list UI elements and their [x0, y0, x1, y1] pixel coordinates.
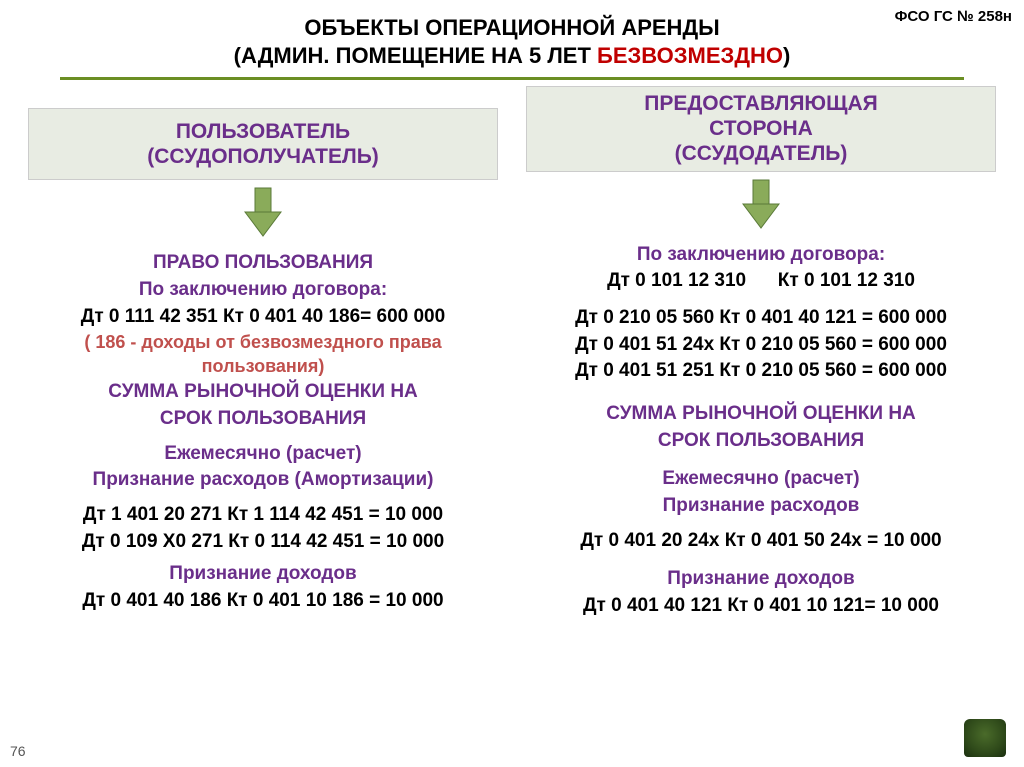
left-sub-contract: По заключению договора: [28, 278, 498, 303]
divider-line [60, 77, 964, 80]
right-recog-exp: Признание расходов [526, 494, 996, 519]
slide-title: ОБЪЕКТЫ ОПЕРАЦИОННОЙ АРЕНДЫ (АДМИН. ПОМЕ… [0, 0, 1024, 69]
right-monthly: Ежемесячно (расчет) [526, 467, 996, 492]
right-entry6: Дт 0 401 40 121 Кт 0 401 10 121= 10 000 [526, 594, 996, 619]
crest-logo [964, 719, 1006, 757]
right-entry3: Дт 0 401 51 24х Кт 0 210 05 560 = 600 00… [526, 333, 996, 358]
left-header-l1: ПОЛЬЗОВАТЕЛЬ [37, 119, 489, 144]
left-note186: ( 186 - доходы от безвозмездного права п… [28, 331, 498, 378]
left-arrow [28, 186, 498, 243]
left-market-l1: СУММА РЫНОЧНОЙ ОЦЕНКИ НА [28, 380, 498, 405]
title-line2-red: БЕЗВОЗМЕЗДНО [597, 43, 783, 68]
title-line1: ОБЪЕКТЫ ОПЕРАЦИОННОЙ АРЕНДЫ [0, 14, 1024, 42]
right-recog-inc: Признание доходов [526, 567, 996, 592]
right-market-l2: СРОК ПОЛЬЗОВАНИЯ [526, 429, 996, 454]
left-right-use: ПРАВО ПОЛЬЗОВАНИЯ [28, 251, 498, 276]
right-header-l3: (ССУДОДАТЕЛЬ) [535, 141, 987, 166]
left-recog-inc: Признание доходов [28, 562, 498, 587]
left-entry4: Дт 0 401 40 186 Кт 0 401 10 186 = 10 000 [28, 589, 498, 614]
title-line2c: ) [783, 43, 790, 68]
left-entry3: Дт 0 109 Х0 271 Кт 0 114 42 451 = 10 000 [28, 530, 498, 555]
left-column: ПОЛЬЗОВАТЕЛЬ (ССУДОПОЛУЧАТЕЛЬ) ПРАВО ПОЛ… [28, 86, 498, 621]
right-arrow [526, 178, 996, 235]
arrow-down-icon [240, 186, 286, 238]
left-content: ПРАВО ПОЛЬЗОВАНИЯ По заключению договора… [28, 251, 498, 613]
two-columns: ПОЛЬЗОВАТЕЛЬ (ССУДОПОЛУЧАТЕЛЬ) ПРАВО ПОЛ… [0, 86, 1024, 621]
left-entry1: Дт 0 111 42 351 Кт 0 401 40 186= 600 000 [28, 305, 498, 330]
left-recog-exp: Признание расходов (Амортизации) [28, 468, 498, 493]
right-content: По заключению договора: Дт 0 101 12 310 … [526, 243, 996, 619]
title-line2: (АДМИН. ПОМЕЩЕНИЕ НА 5 ЛЕТ БЕЗВОЗМЕЗДНО) [0, 42, 1024, 70]
left-header-l2: (ССУДОПОЛУЧАТЕЛЬ) [37, 144, 489, 169]
left-market-l2: СРОК ПОЛЬЗОВАНИЯ [28, 407, 498, 432]
header-reference: ФСО ГС № 258н [895, 8, 1012, 25]
right-entry1: Дт 0 101 12 310 Кт 0 101 12 310 [526, 269, 996, 294]
right-sub-contract: По заключению договора: [526, 243, 996, 268]
right-header-box: ПРЕДОСТАВЛЯЮЩАЯ СТОРОНА (ССУДОДАТЕЛЬ) [526, 86, 996, 172]
page-number: 76 [10, 743, 26, 759]
right-market-l1: СУММА РЫНОЧНОЙ ОЦЕНКИ НА [526, 402, 996, 427]
right-column: ПРЕДОСТАВЛЯЮЩАЯ СТОРОНА (ССУДОДАТЕЛЬ) По… [526, 86, 996, 621]
left-header-box: ПОЛЬЗОВАТЕЛЬ (ССУДОПОЛУЧАТЕЛЬ) [28, 108, 498, 180]
right-entry5: Дт 0 401 20 24х Кт 0 401 50 24х = 10 000 [526, 529, 996, 554]
left-entry2: Дт 1 401 20 271 Кт 1 114 42 451 = 10 000 [28, 503, 498, 528]
arrow-down-icon [738, 178, 784, 230]
right-header-l1: ПРЕДОСТАВЛЯЮЩАЯ [535, 91, 987, 116]
right-entry4: Дт 0 401 51 251 Кт 0 210 05 560 = 600 00… [526, 359, 996, 384]
left-monthly: Ежемесячно (расчет) [28, 442, 498, 467]
right-header-l2: СТОРОНА [535, 116, 987, 141]
right-entry2: Дт 0 210 05 560 Кт 0 401 40 121 = 600 00… [526, 306, 996, 331]
title-line2a: (АДМИН. ПОМЕЩЕНИЕ НА 5 ЛЕТ [234, 43, 597, 68]
